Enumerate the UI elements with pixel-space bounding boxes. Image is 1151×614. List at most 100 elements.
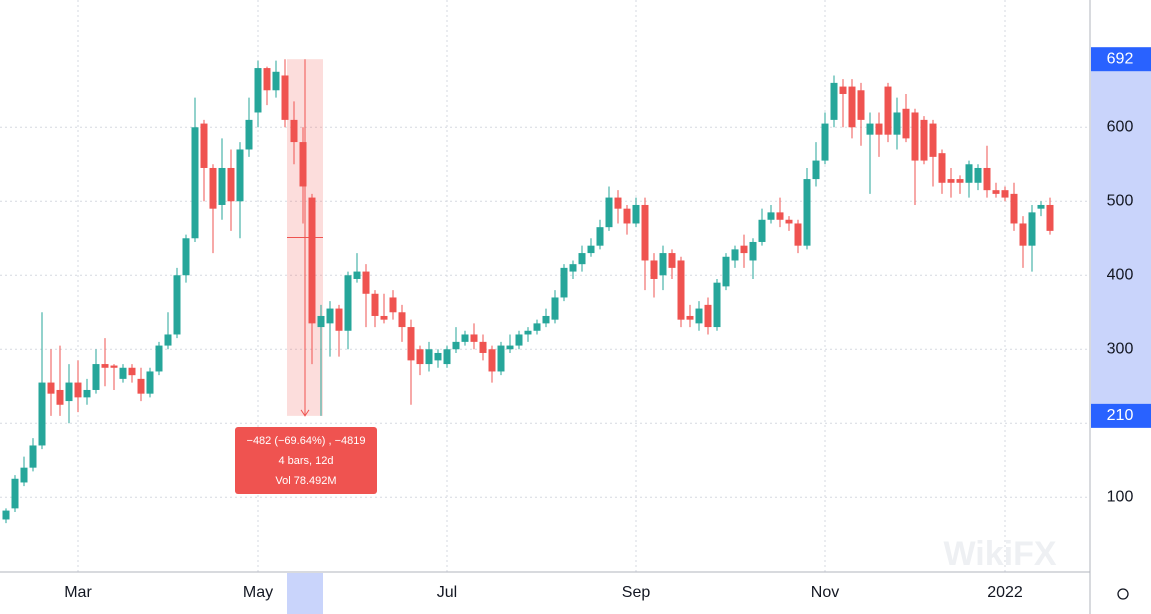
- x-tick-label: Nov: [811, 584, 839, 601]
- candle-body: [137, 378, 145, 394]
- candle-body: [335, 308, 343, 331]
- candle-body: [290, 119, 298, 143]
- candle-body: [569, 264, 577, 272]
- candle-body: [362, 271, 370, 294]
- candle-body: [299, 142, 307, 187]
- candle-body: [173, 275, 181, 335]
- x-tick-label: May: [243, 584, 273, 601]
- candle-body: [2, 510, 10, 520]
- candle-body: [542, 315, 550, 324]
- candle-body: [191, 127, 199, 239]
- candle-body: [713, 282, 721, 328]
- y-tick-label: 600: [1107, 118, 1134, 135]
- candle-body: [965, 164, 973, 183]
- candle-body: [389, 297, 397, 313]
- candle-body: [470, 334, 478, 342]
- candle-body: [560, 267, 568, 298]
- candle-body: [632, 204, 640, 224]
- candle-body: [551, 297, 559, 320]
- candle-body: [686, 315, 694, 320]
- candle-body: [1001, 190, 1009, 198]
- x-tick-label: Mar: [64, 584, 92, 601]
- candle-body: [731, 249, 739, 261]
- candle-body: [587, 245, 595, 254]
- candle-body: [29, 445, 37, 468]
- candle-body: [317, 315, 325, 328]
- candle-body: [119, 367, 127, 379]
- candle-body: [956, 179, 964, 183]
- y-tick-label: 400: [1107, 266, 1134, 283]
- candle-body: [893, 112, 901, 135]
- price-label-box: [1091, 47, 1151, 72]
- measure-change: −482 (−69.64%) , −4819: [247, 435, 366, 447]
- watermark: WikiFX: [943, 535, 1056, 573]
- candle-body: [695, 308, 703, 324]
- candle-body: [524, 330, 532, 335]
- measure-info: [235, 427, 377, 494]
- candle-body: [740, 245, 748, 254]
- candle-body: [236, 149, 244, 202]
- candle-body: [20, 467, 28, 483]
- y-tick-label: 500: [1107, 192, 1134, 209]
- candle-body: [443, 349, 451, 365]
- candle-body: [1046, 204, 1054, 231]
- measure-volume: Vol 78.492M: [275, 475, 336, 487]
- candle-body: [974, 167, 982, 183]
- x-tick-label: 2022: [987, 584, 1023, 601]
- settings-icon[interactable]: [1117, 588, 1129, 600]
- measure-bars: 4 bars, 12d: [278, 455, 333, 467]
- candle-body: [902, 108, 910, 139]
- x-tick-label: Sep: [622, 584, 651, 601]
- candle-body: [749, 241, 757, 261]
- candle-body: [1028, 212, 1036, 246]
- candle-body: [326, 308, 334, 324]
- y-tick-label: 100: [1107, 488, 1134, 505]
- candle-body: [839, 86, 847, 94]
- candle-body: [155, 345, 163, 372]
- candle-body: [641, 204, 649, 261]
- candle-body: [875, 123, 883, 135]
- candle-body: [848, 86, 856, 128]
- measure-arrowhead: [300, 409, 310, 417]
- candle-body: [83, 389, 91, 398]
- candle-body: [227, 167, 235, 202]
- candle-body: [857, 90, 865, 120]
- candle-body: [272, 71, 280, 91]
- candle-body: [344, 275, 352, 331]
- candle-body: [380, 315, 388, 320]
- candle-body: [1019, 223, 1027, 246]
- candle-body: [938, 153, 946, 183]
- candle-body: [425, 349, 433, 365]
- candle-body: [218, 167, 226, 205]
- candle-body: [164, 334, 172, 346]
- candle-body: [1010, 193, 1018, 224]
- price-label: 692: [1107, 50, 1134, 67]
- candle-body: [11, 478, 19, 509]
- candle-body: [38, 382, 46, 446]
- candle-body: [47, 382, 55, 394]
- candle-body: [830, 82, 838, 120]
- candle-body: [578, 253, 586, 265]
- candle-body: [407, 327, 415, 361]
- candle-body: [1037, 204, 1045, 209]
- candle-body: [947, 179, 955, 183]
- candle-body: [101, 364, 109, 368]
- candle-body: [596, 227, 604, 246]
- candle-body: [605, 197, 613, 228]
- candle-body: [200, 123, 208, 168]
- candle-body: [182, 238, 190, 276]
- candle-body: [929, 123, 937, 157]
- candle-body: [245, 119, 253, 150]
- candle-body: [452, 341, 460, 350]
- candle-body: [461, 334, 469, 342]
- candle-body: [776, 212, 784, 220]
- candle-body: [650, 260, 658, 279]
- candle-body: [866, 123, 874, 135]
- candle-body: [110, 365, 118, 368]
- candle-body: [821, 123, 829, 161]
- candle-body: [704, 304, 712, 328]
- candle-body: [371, 293, 379, 316]
- x-tick-label: Jul: [437, 584, 457, 601]
- candle-body: [722, 256, 730, 287]
